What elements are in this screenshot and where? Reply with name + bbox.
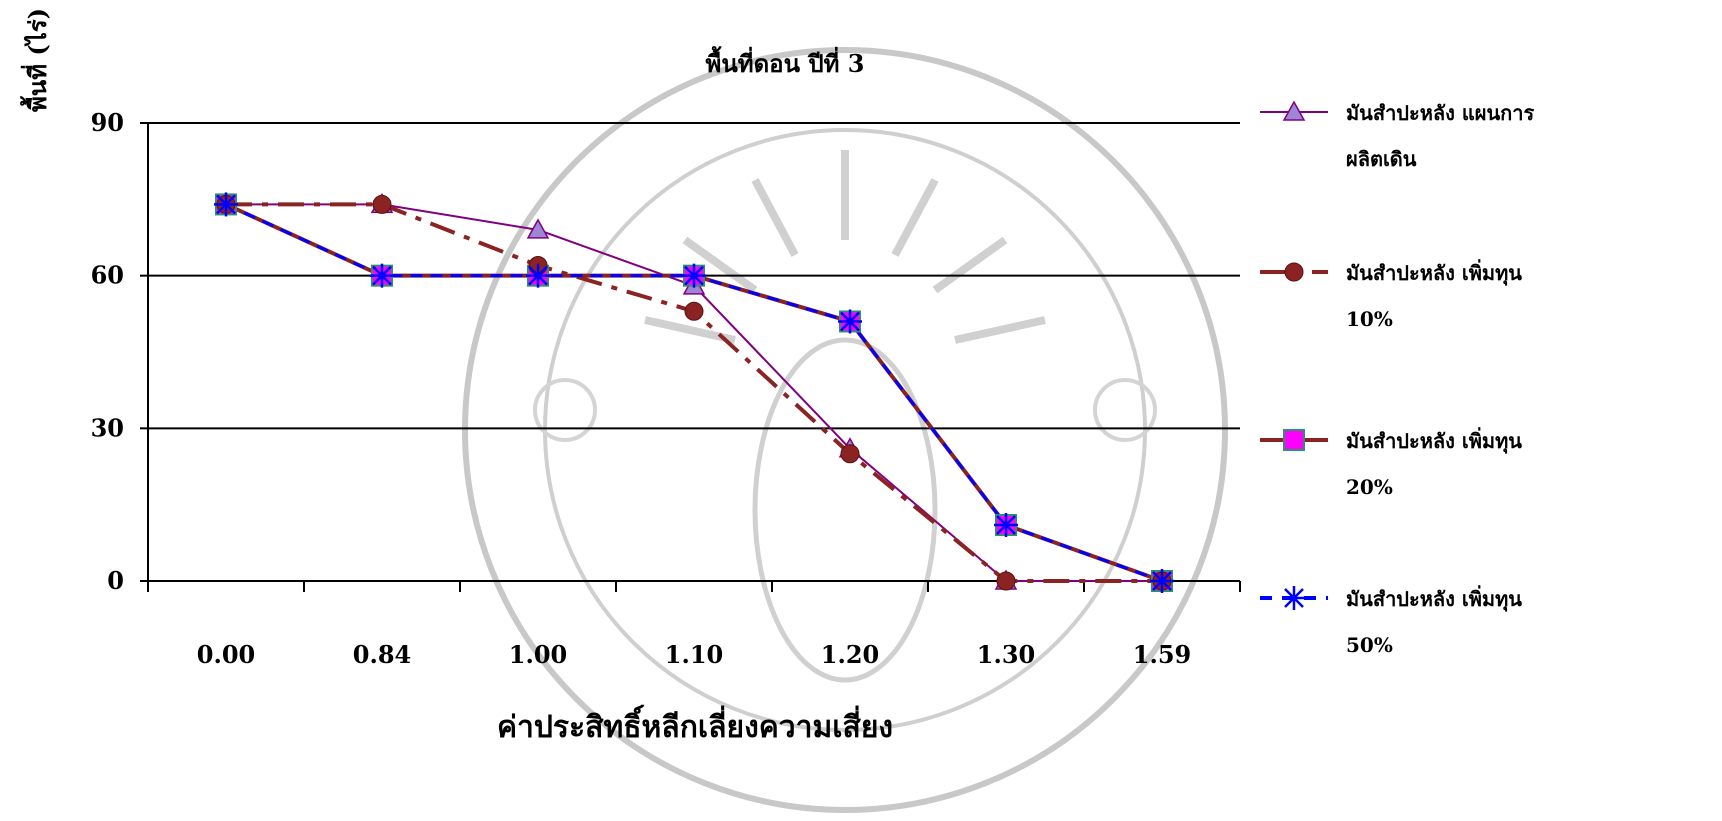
y-tick-label: 60 (91, 261, 124, 290)
legend-label: มันสำปะหลัง เพิ่มทุน (1346, 584, 1522, 612)
legend-label: 50% (1346, 633, 1393, 657)
series-markers (214, 192, 1174, 593)
data-point-asterisk (214, 192, 238, 217)
series-line-3 (225, 202, 1163, 583)
legend-marker-asterisk (1282, 586, 1306, 610)
data-point-asterisk (682, 263, 706, 288)
legend-label: มันสำปะหลัง แผนการ (1346, 101, 1535, 125)
data-point-circle (684, 301, 704, 321)
data-point-asterisk (526, 263, 550, 288)
x-tick-label: 1.10 (665, 640, 723, 669)
x-tick-label: 0.00 (197, 640, 255, 669)
data-point-asterisk (838, 309, 862, 334)
data-point-asterisk (1150, 569, 1174, 593)
series-line-1 (226, 203, 1162, 582)
x-tick-label: 1.00 (509, 640, 567, 669)
y-tick-label: 30 (91, 413, 124, 442)
series-lines (225, 202, 1163, 583)
legend-label: มันสำปะหลัง เพิ่มทุน (1346, 426, 1522, 454)
y-tick-label: 90 (91, 108, 124, 137)
x-axis-title: ค่าประสิทธิ์หลีกเลี่ยงความเสี่ยง (497, 704, 893, 745)
x-tick-label: 1.20 (821, 640, 879, 669)
x-tick-label: 1.30 (977, 640, 1035, 669)
legend-marker-triangle (1282, 100, 1306, 121)
legend-label: ผลิตเดิน (1346, 147, 1417, 171)
legend-label: 20% (1346, 475, 1393, 499)
data-point-circle (996, 571, 1016, 591)
legend-label: มันสำปะหลัง เพิ่มทุน (1346, 258, 1522, 286)
x-tick-label: 0.84 (353, 640, 411, 669)
data-point-circle (840, 444, 860, 464)
data-point-triangle (526, 218, 550, 239)
data-point-circle (372, 194, 392, 214)
y-tick-label: 0 (107, 566, 124, 595)
axes: 0 30 60 90 0.00 0.84 1.00 1.10 1.20 1.30 1.59 (91, 108, 1241, 669)
data-point-asterisk (994, 513, 1018, 538)
x-tick-label: 1.59 (1133, 640, 1191, 669)
data-point-asterisk (370, 263, 394, 288)
legend-label: 10% (1346, 307, 1393, 331)
y-axis-title: พื้นที่ (ไร่) (19, 8, 52, 112)
chart-title: พื้นที่ดอน ปีที่ 3 (706, 45, 865, 78)
series-line-4 (225, 203, 1163, 583)
series-line-2 (226, 202, 1162, 583)
legend-marker-circle (1284, 262, 1304, 282)
legend-marker-square (1283, 429, 1305, 451)
